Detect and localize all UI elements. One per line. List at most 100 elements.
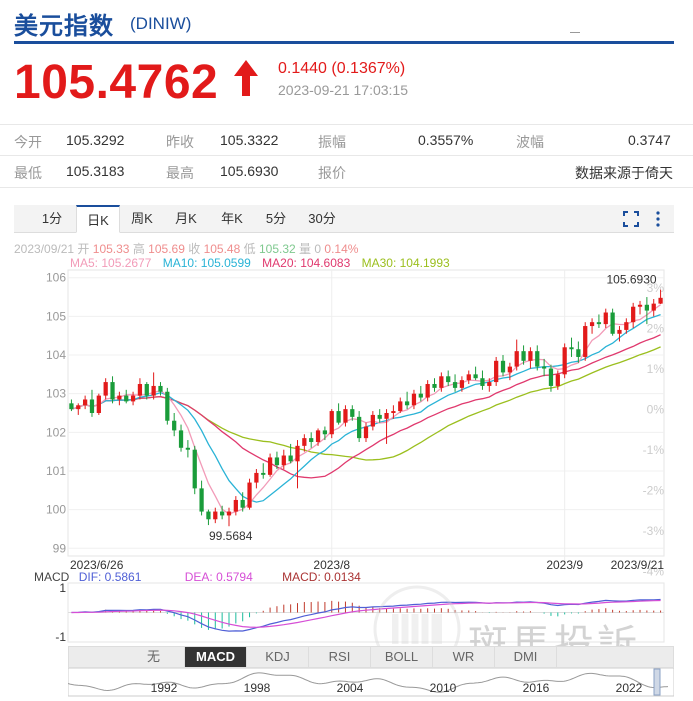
tab-weekly[interactable]: 周K	[131, 211, 153, 226]
y-tick-label: 106	[46, 271, 66, 285]
candle	[213, 507, 218, 524]
candle-body	[117, 395, 122, 400]
candle-body	[254, 472, 259, 483]
candle	[83, 395, 88, 410]
candle-body	[521, 351, 526, 361]
candle	[473, 366, 478, 381]
tab-30min[interactable]: 30分	[308, 211, 336, 226]
quote-time: 2023-09-21 17:03:15	[278, 82, 408, 98]
more-vertical-icon[interactable]	[654, 210, 662, 228]
candle	[254, 469, 259, 489]
candle-body	[459, 380, 465, 388]
tab-monthly[interactable]: 月K	[175, 211, 197, 226]
candle-body	[336, 411, 341, 423]
macd-dif: DIF: 0.5861	[78, 570, 142, 584]
candle-body	[432, 384, 437, 388]
candle	[583, 322, 588, 361]
candle-body	[569, 347, 574, 350]
up-arrow-icon	[234, 60, 258, 96]
candle-body	[192, 449, 197, 489]
candle	[226, 507, 232, 527]
pct-tick-label: -4%	[643, 565, 665, 579]
candle	[610, 308, 615, 336]
tab-1min[interactable]: 1分	[41, 211, 63, 226]
candle	[96, 393, 101, 415]
tab-yearly[interactable]: 年K	[221, 211, 243, 226]
candle-body	[480, 378, 485, 386]
candle-body	[603, 312, 608, 325]
indicator-tabs: 无 MACD KDJ RSI BOLL WR DMI	[68, 646, 674, 668]
candle-body	[322, 430, 328, 435]
candle-body	[357, 416, 362, 439]
history-overview[interactable]: 1992 1998 2004 2010 2016 2022	[68, 668, 674, 698]
ma5-line	[71, 304, 661, 515]
candle	[247, 478, 252, 510]
pct-tick-label: 2%	[647, 322, 665, 336]
candle	[233, 496, 238, 516]
candle-body	[199, 488, 204, 512]
candle-body	[329, 411, 334, 435]
stat-label-low: 最低	[14, 165, 42, 181]
y-tick-label: 105	[46, 309, 66, 323]
tab-5min[interactable]: 5分	[265, 211, 287, 226]
stat-label-amplitude: 振幅	[318, 134, 346, 150]
pct-tick-label: -3%	[643, 524, 665, 538]
candle	[302, 434, 307, 452]
candle	[103, 378, 108, 400]
candle-body	[535, 351, 540, 367]
pct-tick-label: 0%	[647, 403, 665, 417]
candle-body	[391, 411, 396, 413]
candle	[651, 298, 656, 317]
pct-tick-label: -1%	[643, 443, 665, 457]
ohlc-low-label: 低	[243, 242, 256, 256]
x-tick-label: 2023/6/26	[70, 558, 124, 572]
candle-body	[500, 360, 506, 373]
indicator-boll[interactable]: BOLL	[371, 647, 433, 667]
macd-legend: MACD DIF: 0.5861 DEA: 0.5794 MACD: 0.013…	[34, 570, 361, 584]
candle-body	[624, 322, 629, 330]
candle-body	[158, 385, 163, 392]
candle	[500, 355, 506, 377]
stat-label-open: 今开	[14, 134, 42, 150]
indicator-rsi[interactable]: RSI	[309, 647, 371, 667]
candle-body	[404, 401, 410, 406]
y-tick-label: 102	[46, 425, 66, 439]
candle-body	[644, 304, 649, 311]
macd-title: MACD	[34, 570, 70, 584]
min-label: 99.5684	[209, 529, 253, 543]
indicator-macd[interactable]: MACD	[185, 647, 247, 667]
candle-body	[446, 376, 451, 383]
fullscreen-icon[interactable]	[622, 210, 640, 228]
candle	[466, 370, 471, 385]
stat-label-range: 波幅	[516, 134, 544, 150]
ma20-legend: MA20: 104.6083	[262, 256, 351, 270]
candle-body	[315, 430, 321, 442]
candle-body	[83, 399, 88, 406]
candle-body	[651, 303, 656, 311]
indicator-none[interactable]: 无	[123, 647, 185, 667]
candle-body	[418, 393, 423, 398]
indicator-kdj[interactable]: KDJ	[247, 647, 309, 667]
candle-body	[439, 376, 444, 388]
candle	[144, 382, 149, 400]
candle-body	[110, 382, 115, 400]
price-change: 0.1440 (0.1367%)	[278, 60, 406, 77]
ohlc-date: 2023/09/21	[14, 242, 75, 256]
y-tick-label: 104	[46, 348, 66, 362]
indicator-wr[interactable]: WR	[433, 647, 495, 667]
tab-daily[interactable]: 日K	[76, 205, 120, 233]
candle	[452, 374, 458, 392]
candle	[240, 492, 245, 512]
macd-tick-label: 1	[59, 581, 66, 595]
y-tick-label: 99	[53, 541, 67, 555]
candle-body	[220, 511, 225, 516]
candle-body	[213, 511, 218, 520]
candle	[322, 426, 328, 441]
candle-body	[281, 455, 286, 466]
candle	[185, 440, 191, 458]
indicator-dmi[interactable]: DMI	[495, 647, 557, 667]
candle	[76, 403, 81, 415]
candle-body	[494, 360, 499, 383]
stat-value-low: 105.3183	[66, 163, 125, 179]
